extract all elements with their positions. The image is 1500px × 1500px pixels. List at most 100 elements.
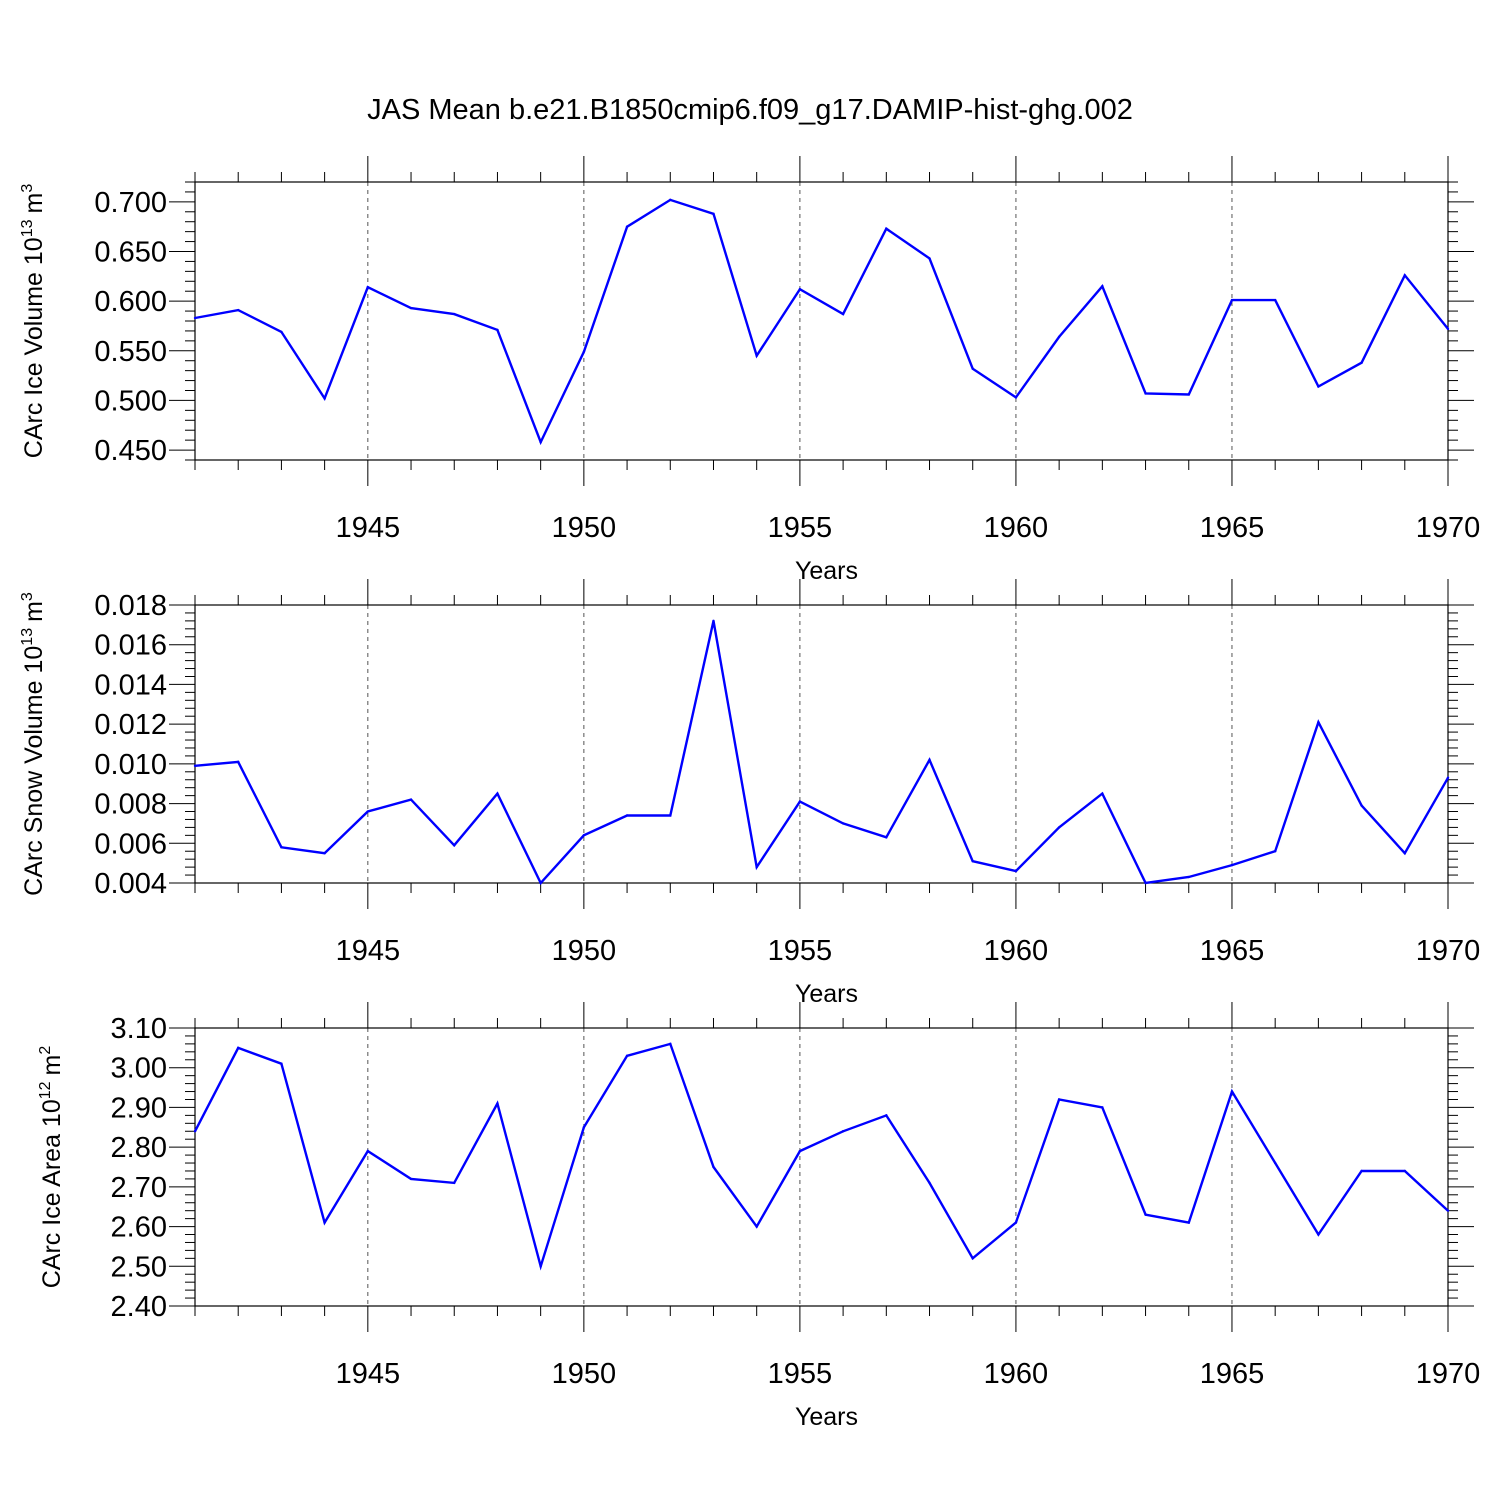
data-point-1963 [1144, 881, 1147, 885]
y-axis-title: CArc Ice Volume 1013 m3 [19, 184, 48, 459]
data-point-1951 [625, 225, 629, 228]
data-point-1969 [1403, 274, 1406, 277]
data-point-1943 [280, 846, 283, 849]
y-tick-label: 3.10 [111, 1013, 167, 1045]
y-axis-title-unit-exponent: 2 [37, 1046, 54, 1055]
x-axis-title: Years [795, 980, 858, 1008]
y-axis-title-main: CArc Ice Volume 10 [20, 237, 48, 458]
data-point-1968 [1360, 804, 1363, 807]
y-tick-label: 2.40 [111, 1291, 167, 1323]
plot-frame [194, 1027, 1449, 1307]
data-point-1952 [669, 814, 672, 817]
series-line [193, 1042, 1449, 1271]
data-point-1951 [625, 814, 629, 817]
y-tick-label: 2.50 [111, 1251, 167, 1283]
x-tick-label: 1965 [1200, 935, 1265, 967]
y-axis-title-main: CArc Snow Volume 10 [20, 646, 48, 896]
data-point-1962 [1101, 1106, 1104, 1109]
data-point-1942 [237, 1046, 240, 1050]
x-axis-title: Years [795, 557, 858, 585]
y-tick-label: 0.650 [94, 237, 167, 269]
data-point-1954 [755, 865, 758, 869]
x-tick-label: 1960 [984, 512, 1049, 544]
y-tick-label: 0.004 [94, 868, 167, 900]
data-point-1961 [1057, 1098, 1061, 1101]
y-tick-label: 2.60 [111, 1212, 167, 1244]
data-point-1948 [496, 1102, 499, 1105]
y-tick-label: 2.70 [111, 1172, 167, 1204]
data-point-1942 [237, 308, 240, 312]
y-tick-label: 0.014 [94, 669, 167, 701]
data-point-1958 [928, 1181, 931, 1185]
data-point-1943 [280, 1062, 283, 1065]
data-point-1965 [1230, 863, 1234, 867]
data-point-1944 [323, 1221, 326, 1224]
y-tick-label: 0.010 [94, 749, 167, 781]
y-tick-label: 0.500 [94, 385, 167, 417]
data-point-1941 [193, 764, 197, 768]
data-point-1968 [1360, 1169, 1363, 1173]
y-axis-title-unit: m [20, 601, 48, 622]
x-tick-label: 1970 [1416, 1358, 1481, 1390]
y-axis-title: CArc Ice Area 1012 m2 [37, 1046, 66, 1289]
data-point-1947 [453, 1181, 456, 1185]
panel-2: 1945 1950 1955 1960 1965 1970 0.004 0.006 0.008 0… [19, 579, 1480, 1008]
data-point-1959 [971, 367, 974, 370]
data-point-1966 [1273, 1161, 1277, 1165]
data-point-1959 [971, 859, 974, 863]
x-tick-label: 1970 [1416, 935, 1481, 967]
panels: 1945 1950 1955 1960 1965 1970 0.450 0.500 0.550 0… [19, 156, 1480, 1431]
y-tick-label: 0.018 [94, 590, 167, 622]
x-tick-label: 1945 [336, 1358, 401, 1390]
y-tick-label: 3.00 [111, 1053, 167, 1085]
data-point-1948 [496, 792, 499, 795]
x-tick-label: 1960 [984, 1358, 1049, 1390]
y-tick-label: 0.550 [94, 336, 167, 368]
x-tick-label: 1965 [1200, 1358, 1265, 1390]
y-axis-title-exponent: 12 [37, 1081, 54, 1099]
y-tick-label: 2.90 [111, 1092, 167, 1124]
y-axis-title-exponent: 13 [19, 628, 36, 646]
y-tick-label: 0.008 [94, 789, 167, 821]
data-point-1944 [323, 397, 326, 400]
x-tick-label: 1965 [1200, 512, 1265, 544]
y-axis-title-unit-exponent: 3 [19, 592, 36, 601]
plot-frame [194, 604, 1449, 884]
data-point-1964 [1187, 1221, 1190, 1224]
data-point-1954 [755, 1225, 758, 1228]
data-point-1945 [366, 1149, 370, 1153]
data-point-1964 [1187, 393, 1190, 396]
y-tick-label: 0.600 [94, 286, 167, 318]
data-point-1945 [366, 286, 370, 289]
series-line [194, 198, 1449, 446]
data-point-1961 [1057, 826, 1061, 829]
data-point-1954 [755, 354, 758, 357]
plot-frame [194, 181, 1449, 461]
data-point-1958 [928, 257, 931, 260]
data-point-1955 [798, 1149, 802, 1153]
data-point-1959 [971, 1257, 974, 1260]
data-point-1941 [193, 316, 197, 320]
y-axis-title: CArc Snow Volume 1013 m3 [19, 592, 48, 896]
data-point-1946 [409, 1177, 413, 1181]
data-point-1962 [1101, 792, 1104, 795]
data-point-1966 [1273, 850, 1277, 853]
data-point-1965 [1230, 1090, 1234, 1093]
data-point-1951 [625, 1054, 629, 1058]
x-tick-label: 1960 [984, 935, 1049, 967]
data-point-1950 [582, 1126, 586, 1129]
data-point-1955 [798, 288, 802, 291]
data-point-1950 [582, 834, 586, 837]
x-tick-label: 1955 [768, 512, 833, 544]
data-point-1961 [1057, 335, 1061, 339]
data-point-1969 [1403, 1169, 1406, 1173]
data-point-1953 [712, 619, 715, 623]
data-point-1966 [1273, 298, 1277, 302]
data-point-1957 [885, 836, 888, 839]
data-point-1943 [280, 330, 283, 334]
x-tick-label: 1945 [336, 512, 401, 544]
data-point-1960 [1014, 869, 1018, 873]
data-point-1970 [1446, 1209, 1450, 1212]
x-tick-label: 1955 [768, 935, 833, 967]
